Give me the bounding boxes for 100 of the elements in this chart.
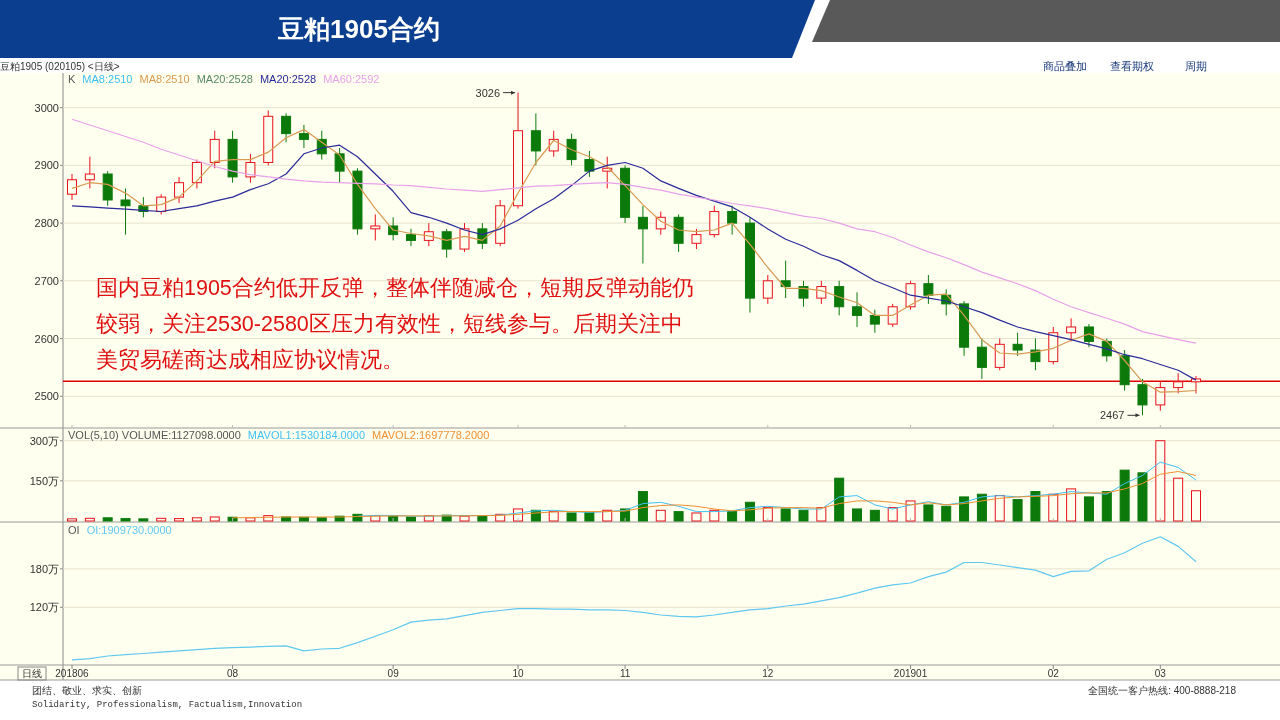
x-axis-title: 日线 bbox=[22, 668, 42, 679]
candlestick bbox=[976, 338, 987, 380]
bar bbox=[673, 511, 684, 522]
x-tick-label: 09 bbox=[387, 668, 400, 679]
bar bbox=[780, 508, 791, 522]
candlestick bbox=[762, 274, 773, 305]
y-tick-label: 2700 bbox=[34, 274, 59, 287]
bar bbox=[976, 493, 987, 522]
bar bbox=[209, 516, 220, 522]
bar bbox=[1173, 477, 1184, 522]
bar bbox=[941, 505, 952, 522]
x-tick-label: 201901 bbox=[893, 668, 928, 679]
bar bbox=[709, 509, 720, 522]
bar bbox=[762, 507, 773, 522]
text: 团结、敬业、求实、创新 bbox=[32, 685, 142, 696]
candlestick bbox=[834, 280, 845, 316]
bar bbox=[1030, 491, 1041, 522]
bar bbox=[120, 518, 131, 522]
candlestick bbox=[281, 112, 292, 143]
bar bbox=[637, 491, 648, 522]
y-tick-label: 180万 bbox=[29, 562, 59, 575]
bar bbox=[834, 477, 845, 522]
annotation: 3026 bbox=[475, 86, 501, 99]
bar bbox=[1119, 469, 1130, 522]
candlestick bbox=[1155, 381, 1166, 412]
candlestick bbox=[405, 228, 416, 247]
candlestick bbox=[174, 176, 185, 204]
bar bbox=[548, 511, 559, 522]
bar bbox=[245, 517, 256, 522]
candlestick bbox=[691, 228, 702, 250]
candlestick bbox=[191, 159, 202, 189]
bar bbox=[1083, 496, 1094, 522]
bar bbox=[138, 518, 149, 522]
bar bbox=[1155, 440, 1166, 522]
chart-title: 豆粕1905合约 bbox=[277, 14, 440, 44]
candlestick bbox=[1191, 375, 1201, 394]
line-series bbox=[71, 536, 1197, 661]
candlestick bbox=[923, 274, 934, 305]
text: 全国统一客户热线: 400-8888-218 bbox=[1088, 685, 1237, 696]
bar bbox=[316, 517, 327, 522]
bar bbox=[67, 518, 77, 522]
chart-subtitle: 豆粕1905 (020105) <日线> bbox=[0, 61, 120, 72]
bar bbox=[174, 518, 185, 522]
text: MA20:2528 bbox=[259, 73, 317, 85]
bar bbox=[1137, 472, 1148, 522]
candlestick bbox=[1083, 323, 1094, 348]
text: Solidarity, Professionalism, Factualism,Innovation bbox=[32, 700, 303, 710]
bar bbox=[1191, 490, 1201, 522]
bar bbox=[852, 508, 863, 522]
x-tick-label: 10 bbox=[512, 668, 525, 679]
y-tick-label: 150万 bbox=[29, 474, 59, 487]
x-tick-label: 12 bbox=[762, 668, 774, 679]
annotation: 2467 bbox=[1099, 409, 1125, 422]
candlestick bbox=[441, 228, 452, 259]
bar bbox=[1012, 499, 1023, 522]
annotation: 国内豆粕1905合约低开反弹，整体伴随减仓，短期反弹动能仍较弱，关注2530-2580区压力有效性，短线参与。后期关注中美贸易磋商达成相应协议情况。 bbox=[96, 275, 695, 374]
candlestick bbox=[530, 112, 541, 166]
y-tick-label: 120万 bbox=[29, 601, 59, 614]
candlestick bbox=[780, 260, 791, 299]
candlestick bbox=[1173, 372, 1184, 394]
bar bbox=[869, 509, 880, 522]
bar bbox=[477, 515, 488, 522]
x-tick-label: 02 bbox=[1047, 668, 1060, 679]
text: MAVOL1:1530184.0000 bbox=[247, 429, 366, 441]
y-tick-label: 300万 bbox=[29, 434, 59, 447]
candlestick bbox=[852, 291, 863, 328]
text: OI:1909730.0000 bbox=[86, 524, 172, 536]
bar bbox=[191, 517, 202, 522]
candlestick bbox=[1137, 378, 1148, 416]
bar bbox=[887, 507, 898, 522]
bar bbox=[405, 516, 416, 522]
text: 周期 bbox=[1185, 60, 1207, 72]
bar bbox=[727, 511, 738, 522]
candlestick bbox=[1030, 338, 1041, 371]
bar bbox=[1048, 493, 1059, 522]
text: 查看期权 bbox=[1110, 60, 1154, 72]
candlestick bbox=[905, 280, 916, 311]
bar bbox=[84, 517, 95, 522]
candlestick bbox=[209, 130, 220, 169]
candlestick bbox=[727, 205, 738, 236]
text: 商品叠加 bbox=[1043, 60, 1087, 72]
text: MA8:2510 bbox=[139, 73, 190, 85]
text: MA60:2592 bbox=[323, 73, 380, 85]
bar bbox=[1066, 488, 1077, 522]
candlestick bbox=[298, 124, 309, 149]
candlestick bbox=[84, 156, 95, 189]
bar bbox=[905, 500, 916, 522]
candlestick bbox=[584, 150, 595, 178]
candlestick bbox=[67, 173, 77, 201]
bar bbox=[923, 504, 934, 522]
y-tick-label: 2500 bbox=[34, 390, 59, 403]
bar bbox=[816, 507, 827, 522]
bar bbox=[655, 509, 666, 522]
annotation: K bbox=[68, 73, 76, 85]
bar bbox=[156, 517, 167, 522]
line-series bbox=[71, 118, 1197, 344]
x-tick-label: 11 bbox=[619, 668, 631, 679]
bar bbox=[602, 509, 613, 522]
bar bbox=[566, 512, 577, 522]
annotation: VOL(5,10) VOLUME:1127098.0000 bbox=[68, 429, 241, 441]
